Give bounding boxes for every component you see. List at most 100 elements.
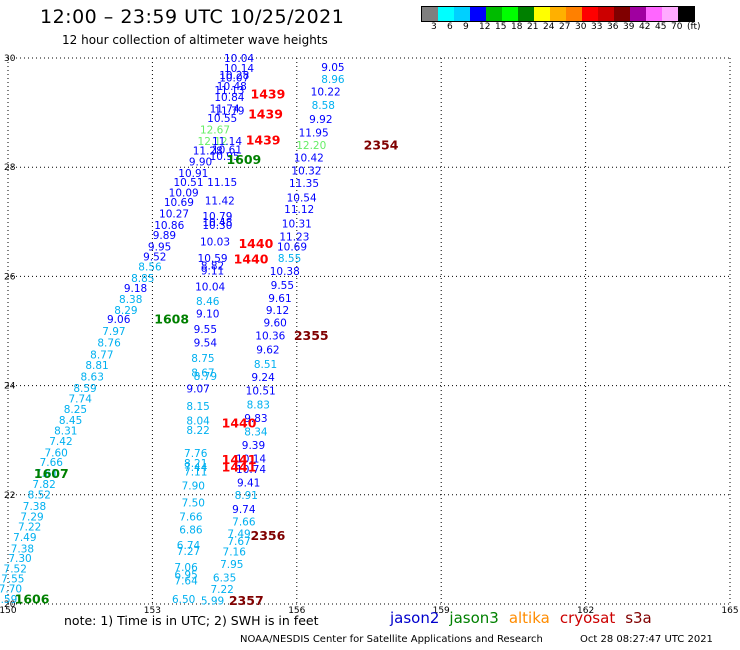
colorbar-label: 39 <box>623 22 635 32</box>
wave-height-value: 9.41 <box>237 477 260 489</box>
pass-time-label: 2355 <box>294 328 329 343</box>
wave-height-value: 8.67 <box>191 368 214 380</box>
map-title: 12:00 – 23:59 UTC 10/25/2021 <box>40 6 345 28</box>
latitude-label: 22 <box>4 491 15 501</box>
wave-height-value: 11.95 <box>299 127 329 139</box>
wave-height-value: 7.06 <box>174 562 198 574</box>
wave-height-value: 10.95 <box>210 151 240 163</box>
wave-height-value: 9.61 <box>268 293 291 305</box>
wave-height-value: 7.90 <box>182 481 205 493</box>
wave-height-value: 9.12 <box>266 305 289 317</box>
pass-time-label: 2354 <box>364 137 399 152</box>
latitude-label: 26 <box>4 272 16 282</box>
colorbar-swatch <box>662 7 678 21</box>
pass-time-label: 1609 <box>226 152 261 167</box>
wave-height-value: 8.34 <box>244 427 268 439</box>
colorbar-swatch <box>502 7 518 21</box>
colorbar-swatch <box>678 7 694 21</box>
longitude-label: 153 <box>144 606 161 616</box>
wave-height-value: 8.85 <box>131 273 154 285</box>
longitude-label: 165 <box>721 606 738 616</box>
wave-height-value: 10.03 <box>200 237 230 249</box>
wave-height-value: 8.75 <box>191 353 214 365</box>
colorbar-label: 33 <box>591 22 603 32</box>
colorbar-label: 15 <box>495 22 507 32</box>
colorbar-label: 24 <box>543 22 555 32</box>
pass-time-label: 2357 <box>229 593 264 608</box>
colorbar-swatch <box>470 7 486 21</box>
colorbar-label: (ft) <box>687 22 701 32</box>
colorbar-label: 36 <box>607 22 619 32</box>
wave-height-value: 10.38 <box>270 266 300 278</box>
wave-height-value: 7.22 <box>18 522 41 534</box>
colorbar-label: 45 <box>655 22 667 32</box>
colorbar-swatch <box>566 7 582 21</box>
wave-height-value: 8.63 <box>81 371 104 383</box>
colorbar-label: 27 <box>559 22 571 32</box>
wave-height-value: 10.32 <box>291 166 321 178</box>
colorbar-swatch <box>518 7 534 21</box>
wave-height-value: 6.50 <box>172 594 195 606</box>
wave-height-value: 10.48 <box>202 217 232 229</box>
wave-height-value: 10.79 <box>202 211 232 223</box>
colorbar-label: 70 <box>671 22 683 32</box>
pass-time-label: 1440 <box>238 236 273 251</box>
pass-time-label: 1439 <box>246 132 281 147</box>
colorbar-swatch <box>550 7 566 21</box>
colorbar-label: 42 <box>639 22 651 32</box>
wave-height-value: 7.55 <box>1 573 24 585</box>
wave-height-value: 7.27 <box>177 546 200 558</box>
wave-height-value: 10.86 <box>154 220 184 232</box>
wave-height-value: 9.06 <box>107 314 131 326</box>
wave-height-value: 10.69 <box>277 241 307 253</box>
wave-height-value: 8.91 <box>235 490 258 502</box>
wave-height-value: 7.76 <box>184 448 208 460</box>
pass-time-label: 1439 <box>248 106 283 121</box>
wave-height-value: 12.67 <box>200 125 230 137</box>
wave-height-value: 7.66 <box>232 517 256 529</box>
wave-height-value: 7.30 <box>8 553 31 565</box>
wave-height-value: 9.55 <box>194 324 217 336</box>
wave-height-value: 8.76 <box>97 338 121 350</box>
axis-labels: 150 153 156 159 162 165 30 28 26 24 22 20 <box>0 54 739 616</box>
wave-height-value: 8.51 <box>254 359 277 371</box>
wave-height-value: 10.09 <box>169 187 199 199</box>
wave-height-value: 10.48 <box>217 81 247 93</box>
colorbar-label: 6 <box>447 22 453 32</box>
wave-height-value: 12.12 <box>198 136 228 148</box>
wave-height-value: 8.21 <box>184 458 207 470</box>
wave-height-value: 7.64 <box>174 576 198 588</box>
wave-height-value: 8.55 <box>278 253 301 265</box>
pass-time-label: 1606 <box>15 592 50 607</box>
colorbar-label: 3 <box>431 22 437 32</box>
wave-height-value: 8.81 <box>85 360 108 372</box>
wave-height-value: 8.45 <box>59 415 82 427</box>
wave-height-value: 7.22 <box>210 584 233 596</box>
wave-height-value: 10.36 <box>255 330 285 342</box>
wave-height-value: 10.51 <box>246 386 276 398</box>
colorbar-swatch <box>646 7 662 21</box>
wave-height-value: 8.22 <box>186 425 209 437</box>
wave-height-value: 9.95 <box>148 241 171 253</box>
wave-height-value: 10.74 <box>236 464 266 476</box>
wave-height-value: 11.42 <box>205 196 235 208</box>
wave-height-value: 10.59 <box>198 253 228 265</box>
longitude-label: 150 <box>0 606 17 616</box>
latitude-label: 20 <box>4 600 16 610</box>
legend-entry-jason3: jason3 <box>449 609 499 627</box>
wave-height-value: 9.24 <box>251 372 275 384</box>
colorbar-swatch <box>454 7 470 21</box>
wave-height-value: 8.15 <box>186 401 209 413</box>
wave-height-value: 9.62 <box>256 345 279 357</box>
latitude-label: 30 <box>4 54 16 64</box>
pass-time-label: 1439 <box>251 87 286 102</box>
wave-height-value: 7.49 <box>13 532 36 544</box>
wave-height-value: 7.52 <box>4 564 27 576</box>
wave-height-value: 8.96 <box>321 74 345 86</box>
wave-height-value: 8.56 <box>138 262 162 274</box>
wave-height-value: 8.04 <box>186 416 210 428</box>
wave-height-value: 7.38 <box>11 543 34 555</box>
colorbar-swatch <box>630 7 646 21</box>
legend-entry-jason2: jason2 <box>390 609 440 627</box>
wave-height-value: 6.35 <box>213 572 236 584</box>
